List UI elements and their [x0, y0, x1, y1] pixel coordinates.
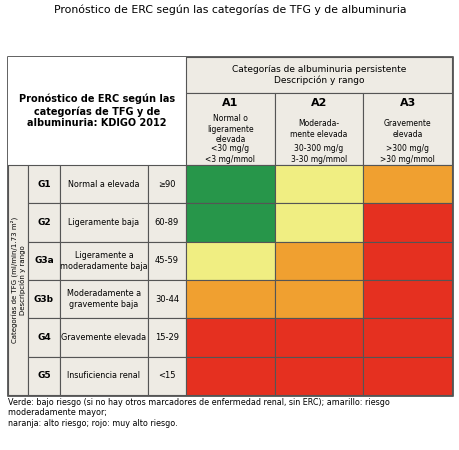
- Bar: [274, 318, 363, 357]
- Text: Insuficiencia renal: Insuficiencia renal: [67, 371, 140, 380]
- Bar: [60, 165, 148, 203]
- Bar: [28, 203, 60, 242]
- Text: Categorías de TFG (ml/min/1.73 m²)
Descripción y rango: Categorías de TFG (ml/min/1.73 m²) Descr…: [10, 217, 26, 343]
- Bar: [8, 165, 28, 395]
- Bar: [60, 318, 148, 357]
- Bar: [363, 280, 451, 318]
- Text: G4: G4: [37, 333, 51, 342]
- Bar: [274, 280, 363, 318]
- Bar: [185, 57, 451, 93]
- Bar: [28, 357, 60, 395]
- Text: 15-29: 15-29: [155, 333, 179, 342]
- Text: 30-44: 30-44: [155, 295, 179, 304]
- Text: Moderadamente a
gravemente baja: Moderadamente a gravemente baja: [67, 289, 141, 309]
- Text: A3: A3: [399, 98, 415, 108]
- Text: G3a: G3a: [34, 256, 54, 266]
- Text: >300 mg/g
>30 mg/mmol: >300 mg/g >30 mg/mmol: [380, 144, 434, 164]
- Bar: [185, 357, 274, 395]
- Bar: [60, 280, 148, 318]
- Text: Moderada-
mente elevada: Moderada- mente elevada: [290, 119, 347, 139]
- Bar: [274, 357, 363, 395]
- Bar: [363, 93, 451, 165]
- Bar: [185, 280, 274, 318]
- Bar: [274, 242, 363, 280]
- Text: G1: G1: [37, 180, 50, 189]
- Text: 60-89: 60-89: [155, 218, 179, 227]
- Text: Normal a elevada: Normal a elevada: [68, 180, 140, 189]
- Bar: [148, 165, 185, 203]
- Bar: [148, 357, 185, 395]
- Bar: [8, 57, 451, 395]
- Bar: [185, 318, 274, 357]
- Text: 30-300 mg/g
3-30 mg/mmol: 30-300 mg/g 3-30 mg/mmol: [290, 144, 347, 164]
- Text: Gravemente elevada: Gravemente elevada: [62, 333, 146, 342]
- Text: 45-59: 45-59: [155, 256, 179, 266]
- Text: Ligeramente a
moderadamente baja: Ligeramente a moderadamente baja: [60, 251, 147, 270]
- Bar: [274, 93, 363, 165]
- Bar: [274, 165, 363, 203]
- Bar: [185, 242, 274, 280]
- Text: A2: A2: [310, 98, 326, 108]
- Bar: [28, 318, 60, 357]
- Text: Pronóstico de ERC según las categorías de TFG y de albuminuria: Pronóstico de ERC según las categorías d…: [54, 5, 405, 15]
- Text: ≥90: ≥90: [158, 180, 175, 189]
- Bar: [363, 203, 451, 242]
- Bar: [28, 242, 60, 280]
- Text: G3b: G3b: [34, 295, 54, 304]
- Text: A1: A1: [222, 98, 238, 108]
- Text: Pronóstico de ERC según las
categorías de TFG y de
albuminuria: KDIGO 2012: Pronóstico de ERC según las categorías d…: [19, 94, 175, 128]
- Text: Gravemente
elevada: Gravemente elevada: [383, 119, 431, 139]
- Bar: [363, 318, 451, 357]
- Bar: [8, 57, 185, 165]
- Bar: [185, 165, 274, 203]
- Text: Verde: bajo riesgo (si no hay otros marcadores de enfermedad renal, sin ERC); am: Verde: bajo riesgo (si no hay otros marc…: [8, 398, 389, 428]
- Text: Ligeramente baja: Ligeramente baja: [68, 218, 139, 227]
- Bar: [60, 242, 148, 280]
- Text: Normal o
ligeramente
elevada: Normal o ligeramente elevada: [207, 114, 253, 144]
- Bar: [148, 280, 185, 318]
- Bar: [60, 203, 148, 242]
- Text: G5: G5: [37, 371, 50, 380]
- Text: G2: G2: [37, 218, 50, 227]
- Bar: [148, 318, 185, 357]
- Bar: [148, 242, 185, 280]
- Bar: [185, 93, 274, 165]
- Bar: [363, 242, 451, 280]
- Bar: [274, 203, 363, 242]
- Bar: [363, 165, 451, 203]
- Bar: [185, 203, 274, 242]
- Bar: [148, 203, 185, 242]
- Text: <15: <15: [158, 371, 175, 380]
- Bar: [28, 280, 60, 318]
- Bar: [60, 357, 148, 395]
- Bar: [363, 357, 451, 395]
- Text: Categorías de albuminuria persistente
Descripción y rango: Categorías de albuminuria persistente De…: [231, 65, 405, 85]
- Text: <30 mg/g
<3 mg/mmol: <30 mg/g <3 mg/mmol: [205, 144, 255, 164]
- Bar: [28, 165, 60, 203]
